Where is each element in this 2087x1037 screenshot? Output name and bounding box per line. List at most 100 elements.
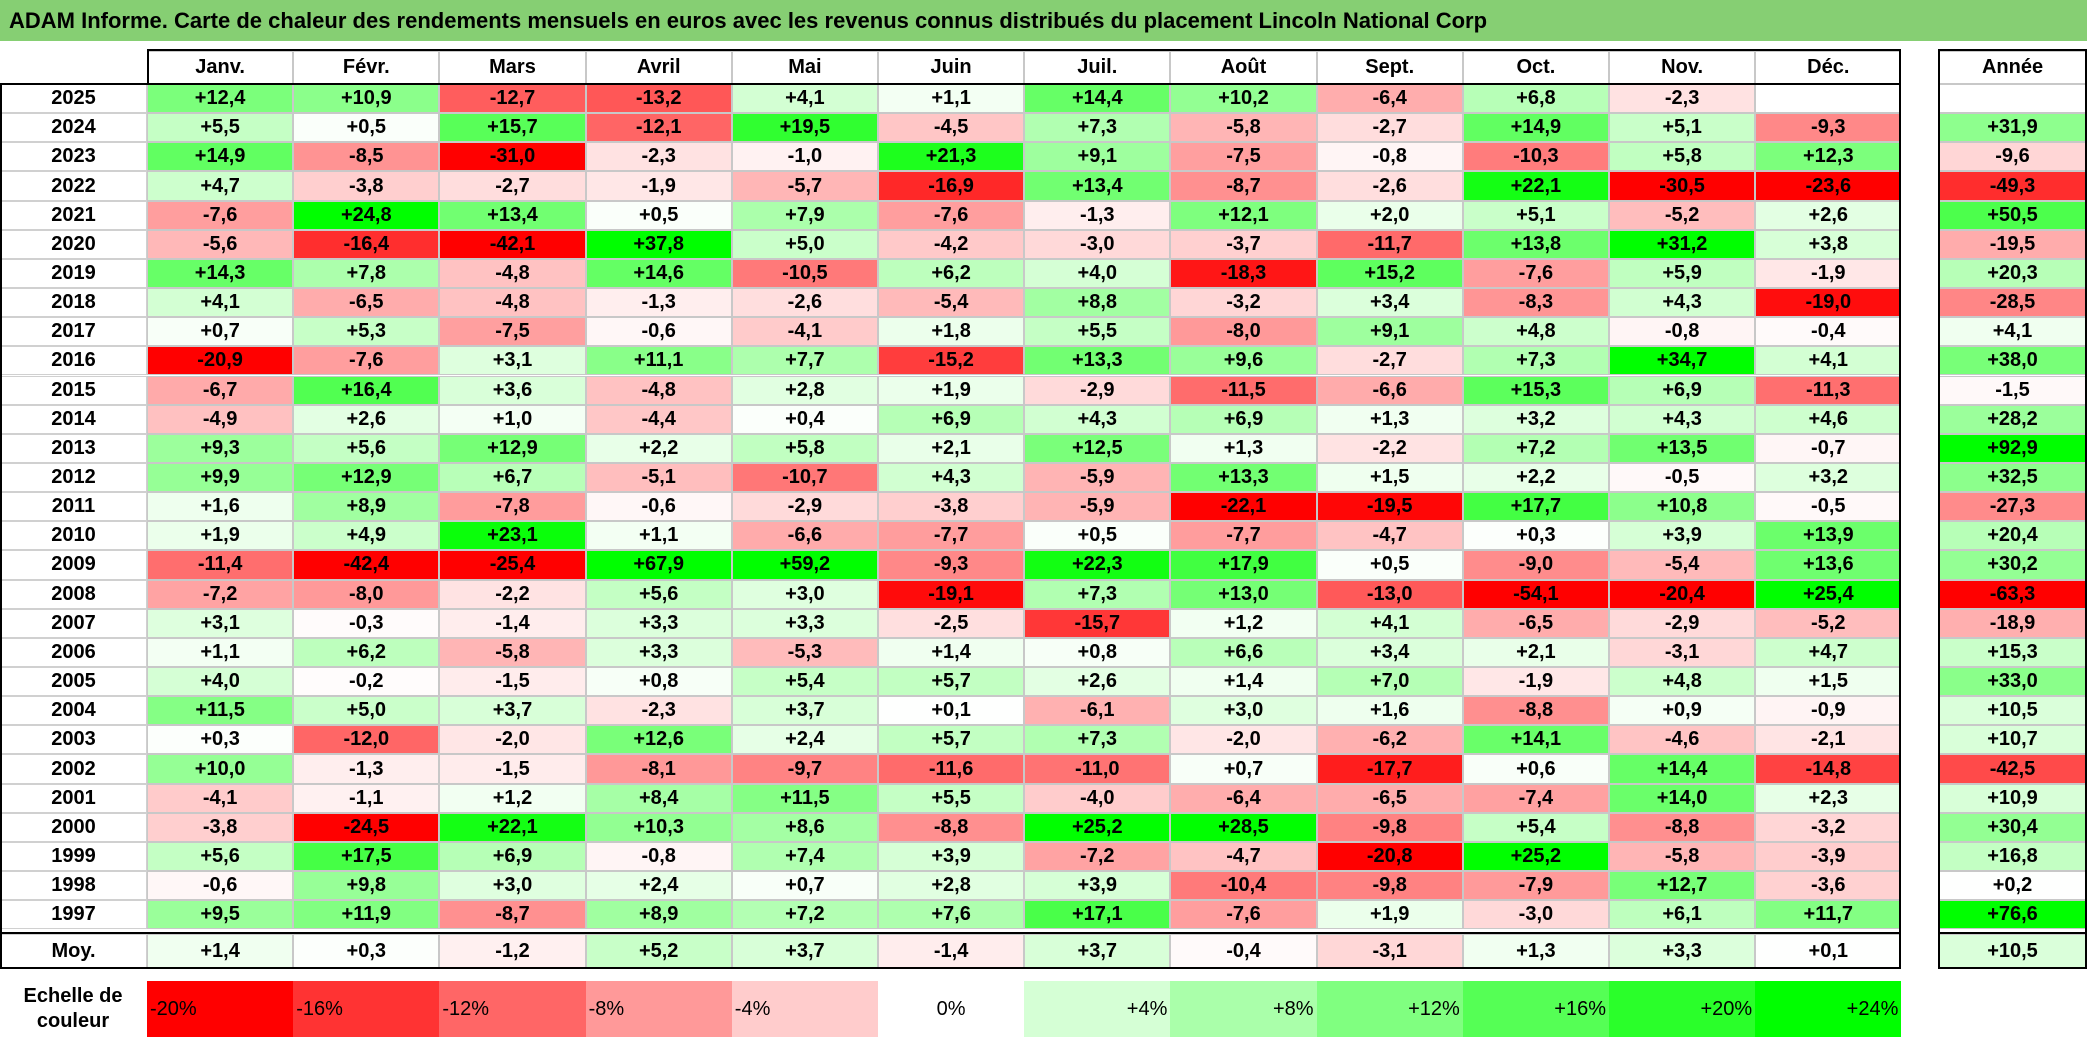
year-label: 1997: [0, 900, 147, 930]
heatmap-cell: +5,6: [147, 841, 294, 872]
heatmap-cell: -4,8: [439, 258, 586, 289]
color-scale-swatch: -8%: [585, 981, 732, 1037]
average-cell: -0,4: [1170, 934, 1317, 968]
heatmap-cell: -2,3: [1609, 84, 1756, 114]
heatmap-cell: +5,5: [147, 113, 294, 143]
heatmap-cell: +5,6: [585, 579, 732, 609]
average-cell: +5,2: [585, 934, 732, 968]
heatmap-cell: -0,8: [1316, 142, 1463, 172]
heatmap-cell: -0,7: [1755, 433, 1902, 463]
heatmap-cell: +0,7: [731, 871, 878, 901]
heatmap-cell: +5,4: [731, 667, 878, 697]
heatmap-cell: -0,4: [1755, 317, 1902, 347]
month-header: Mars: [439, 51, 586, 84]
heatmap-cell: +12,6: [585, 725, 732, 755]
heatmap-cell: +6,9: [878, 404, 1025, 434]
heatmap-cell: +3,3: [731, 608, 878, 638]
heatmap-cell: +0,7: [1170, 754, 1317, 784]
heatmap-cell: -23,6: [1755, 171, 1902, 201]
heatmap-cell: -2,0: [439, 725, 586, 755]
heatmap-cell: +0,5: [585, 200, 732, 230]
heatmap-cell: -20,8: [1316, 841, 1463, 872]
heatmap-cell: -1,3: [585, 288, 732, 318]
heatmap-cell: -1,4: [439, 608, 586, 638]
heatmap-cell: +0,1: [878, 696, 1025, 726]
heatmap-cell: +3,4: [1316, 637, 1463, 667]
average-cell: +1,4: [147, 934, 294, 968]
annual-cell: -49,3: [1938, 171, 2087, 201]
heatmap-cell: -2,3: [585, 696, 732, 726]
heatmap-cell: +1,1: [878, 84, 1025, 114]
annual-cell: -9,6: [1938, 142, 2087, 172]
heatmap-cell: +3,3: [585, 637, 732, 667]
annual-cell: +0,2: [1938, 871, 2087, 901]
heatmap-cell: +1,6: [147, 492, 294, 522]
heatmap-cell: +0,5: [1024, 521, 1171, 551]
heatmap-cell: +1,4: [878, 637, 1025, 667]
heatmap-cell: +7,3: [1462, 346, 1609, 376]
heatmap-cell: +1,0: [439, 404, 586, 434]
heatmap-cell: -7,4: [1462, 783, 1609, 813]
color-scale-swatch: +16%: [1462, 981, 1609, 1037]
heatmap-cell: +0,5: [1316, 550, 1463, 580]
color-scale-swatch: +4%: [1024, 981, 1171, 1037]
heatmap-cell: -3,6: [1755, 871, 1902, 901]
heatmap-cell: -3,8: [293, 171, 440, 201]
year-label: 1999: [0, 841, 147, 872]
heatmap-cell: +3,9: [1609, 521, 1756, 551]
heatmap-cell: +3,6: [439, 375, 586, 405]
heatmap-cell: -11,5: [1170, 375, 1317, 405]
heatmap-cell: +6,9: [1609, 375, 1756, 405]
heatmap-cell: +12,3: [1755, 142, 1902, 172]
heatmap-cell: +4,7: [1755, 637, 1902, 667]
heatmap-cell: -22,1: [1170, 492, 1317, 522]
heatmap-cell: +13,3: [1024, 346, 1171, 376]
year-column-header: Année: [1938, 51, 2087, 84]
heatmap-cell: -10,4: [1170, 871, 1317, 901]
heatmap-cell: +1,3: [1170, 433, 1317, 463]
heatmap-cell: +11,1: [585, 346, 732, 376]
heatmap-cell: +0,3: [1462, 521, 1609, 551]
heatmap-cell: +1,9: [878, 375, 1025, 405]
annual-cell: +20,4: [1938, 521, 2087, 551]
heatmap-cell: -6,6: [1316, 375, 1463, 405]
heatmap-cell: +6,2: [878, 258, 1025, 289]
month-header: Nov.: [1609, 51, 1756, 84]
average-divider: [0, 932, 1902, 934]
heatmap-cell: +5,8: [731, 433, 878, 463]
heatmap-cell: +6,1: [1609, 900, 1756, 930]
heatmap-cell: +6,9: [1170, 404, 1317, 434]
average-cell: -3,1: [1316, 934, 1463, 968]
annual-cell: [1938, 84, 2087, 114]
heatmap-cell: -9,0: [1462, 550, 1609, 580]
annual-cell: -27,3: [1938, 492, 2087, 522]
heatmap-cell: -6,4: [1316, 84, 1463, 114]
heatmap-cell: -7,5: [1170, 142, 1317, 172]
annual-cell: +76,6: [1938, 900, 2087, 930]
heatmap-cell: -17,7: [1316, 754, 1463, 784]
heatmap-cell: +5,1: [1462, 200, 1609, 230]
heatmap-cell: +59,2: [731, 550, 878, 580]
heatmap-cell: -42,4: [293, 550, 440, 580]
heatmap-cell: -8,5: [293, 142, 440, 172]
heatmap-cell: +25,2: [1462, 841, 1609, 872]
year-label: 2020: [0, 229, 147, 259]
heatmap-cell: +25,4: [1755, 579, 1902, 609]
heatmap-cell: +7,3: [1024, 113, 1171, 143]
heatmap-cell: -6,6: [731, 521, 878, 551]
month-header: Août: [1170, 51, 1317, 84]
heatmap-cell: +6,8: [1462, 84, 1609, 114]
heatmap-cell: +25,2: [1024, 812, 1171, 842]
heatmap-cell: +2,3: [1755, 783, 1902, 813]
heatmap-cell: -4,8: [439, 288, 586, 318]
heatmap-cell: -0,2: [293, 667, 440, 697]
heatmap-cell: +15,2: [1316, 258, 1463, 289]
heatmap-cell: +1,8: [878, 317, 1025, 347]
annual-cell: +30,4: [1938, 812, 2087, 842]
year-label: 2016: [0, 346, 147, 376]
heatmap-cell: -5,8: [1609, 841, 1756, 872]
annual-cell: -19,5: [1938, 229, 2087, 259]
heatmap-cell: +5,4: [1462, 812, 1609, 842]
year-label: 2004: [0, 696, 147, 726]
heatmap-cell: -4,9: [147, 404, 294, 434]
